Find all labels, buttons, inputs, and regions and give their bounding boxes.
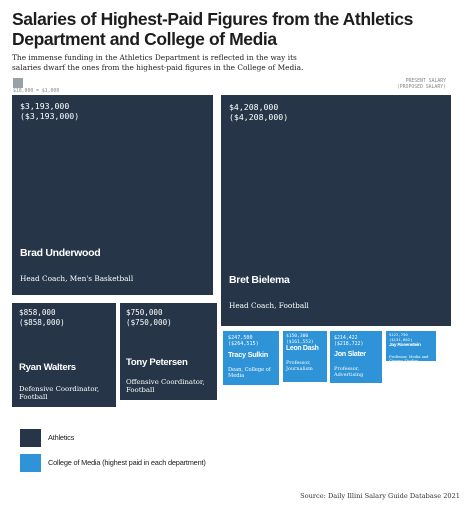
salary-block: $150,300 ($161,553) Leon Dash Professor, Jo… [283, 331, 327, 382]
salary-key-present: PRESENT SALARY [405, 79, 446, 84]
salary-block: $214,422 ($218,722) Jon Slater Professor, A… [330, 331, 382, 383]
person-name: Leon Dash [286, 345, 319, 352]
person-role: Head Coach, Men's Basketball [20, 274, 134, 283]
person-name: Brad Underwood [20, 247, 101, 259]
salary-values: $750,000 ($750,000) [126, 308, 172, 327]
salary-block: $750,000 ($750,000) Tony Petersen Offensive… [120, 303, 217, 400]
salary-key-proposed: (PROPOSED SALARY) [396, 85, 446, 90]
salary-values: $150,300 ($161,553) [286, 334, 314, 346]
source-note: Source: Daily Illini Salary Guide Databa… [300, 492, 460, 500]
present-salary: $3,193,000 [20, 101, 70, 111]
legend-label-athletics: Athletics [48, 433, 75, 442]
scale-square [13, 78, 23, 88]
salary-block: $122,750 ($131,862) Jay Rosenstein Professo… [386, 331, 436, 361]
proposed-salary: ($161,553) [286, 340, 314, 345]
salary-block: $247,500 ($264,515) Tracy Sulkin Dean, Coll… [223, 331, 279, 385]
person-role: Defensive Coordinator, Football [19, 385, 100, 401]
salary-values: $4,208,000 ($4,208,000) [229, 102, 288, 122]
person-role: Professor, Journalism [286, 360, 313, 372]
present-salary: $247,500 [228, 335, 253, 341]
person-name: Jay Rosenstein [389, 343, 421, 348]
legend-swatch-media [20, 454, 41, 472]
present-salary: $750,000 [126, 308, 163, 317]
salary-block: $4,208,000 ($4,208,000) Bret Bielema Head C… [221, 95, 451, 326]
proposed-salary: ($264,515) [228, 341, 259, 348]
chart-subtitle: The immense funding in the Athletics Dep… [12, 53, 304, 72]
person-name: Tony Petersen [126, 357, 188, 368]
scale-note: $10,000 = $1,000 [13, 89, 60, 94]
chart-title: Salaries of Highest-Paid Figures from th… [12, 9, 413, 49]
salary-block: $858,000 ($858,000) Ryan Walters Defensive … [12, 303, 116, 407]
proposed-salary: ($4,208,000) [229, 112, 289, 122]
legend-label-media: College of Media (highest paid in each d… [48, 458, 206, 467]
present-salary: $150,300 [286, 334, 309, 339]
salary-values: $858,000 ($858,000) [19, 308, 65, 327]
proposed-salary: ($131,862) [389, 336, 413, 342]
person-name: Ryan Walters [19, 362, 76, 373]
person-role: Dean, College of Media [228, 367, 271, 379]
salary-values: $214,422 ($218,722) [334, 335, 363, 348]
person-role: Professor, Advertising [334, 366, 364, 378]
present-salary: $4,208,000 [229, 102, 279, 112]
salary-values: $247,500 ($264,515) [228, 335, 259, 348]
person-name: Bret Bielema [229, 274, 290, 286]
legend-swatch-athletics [20, 429, 41, 447]
present-salary: $122,750 [389, 332, 408, 337]
proposed-salary: ($3,193,000) [20, 111, 80, 121]
person-name: Jon Slater [334, 349, 366, 358]
salary-key: PRESENT SALARY (PROPOSED SALARY) [397, 79, 446, 91]
salary-block: $3,193,000 ($3,193,000) Brad Underwood Head… [12, 95, 213, 295]
salary-values: $122,750 ($131,862) [389, 332, 413, 342]
person-role: Offensive Coordinator, Football [126, 378, 205, 394]
present-salary: $858,000 [19, 308, 56, 317]
proposed-salary: ($858,000) [19, 317, 65, 327]
person-name: Tracy Sulkin [228, 350, 268, 359]
proposed-salary: ($750,000) [126, 317, 172, 327]
proposed-salary: ($218,722) [334, 341, 364, 348]
salary-values: $3,193,000 ($3,193,000) [20, 101, 79, 121]
person-role: Professor, Media and Cinema Studies [389, 355, 429, 361]
present-salary: $214,422 [334, 335, 358, 341]
person-role: Head Coach, Football [229, 301, 309, 310]
